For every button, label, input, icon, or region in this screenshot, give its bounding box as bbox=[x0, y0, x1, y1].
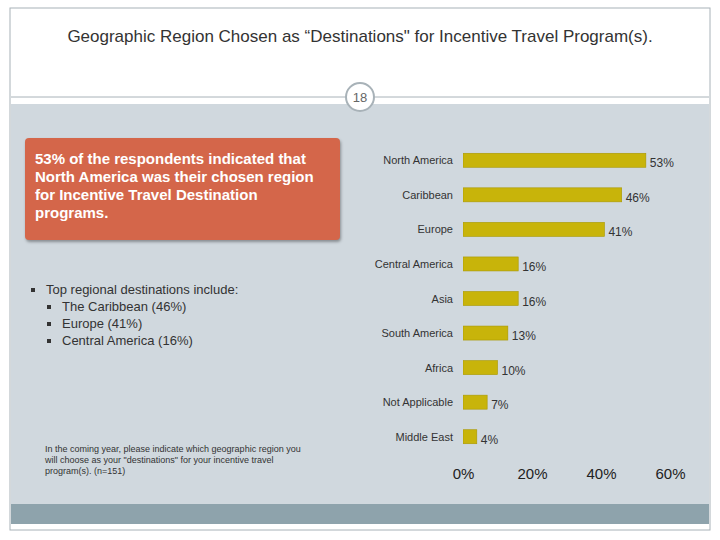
bullet-subitem: The Caribbean (46%) bbox=[62, 299, 338, 316]
bullet-subitem: Central America (16%) bbox=[62, 333, 338, 350]
x-axis-line bbox=[464, 460, 671, 461]
y-tick-label: Asia bbox=[432, 293, 454, 305]
x-tick: 40% bbox=[586, 460, 616, 482]
x-axis: 0% 20% 40% 60% bbox=[453, 460, 686, 482]
bullet-sublist: The Caribbean (46%)Europe (41%)Central A… bbox=[46, 299, 338, 350]
slide-frame bbox=[10, 8, 710, 530]
y-tick: Caribbean bbox=[402, 189, 463, 201]
y-axis-line bbox=[463, 144, 464, 455]
y-tick: Africa bbox=[425, 362, 463, 374]
data-label: 16% bbox=[522, 295, 546, 309]
y-tick-label: Middle East bbox=[396, 431, 453, 443]
data-label: 10% bbox=[502, 364, 526, 378]
y-tick-label: Africa bbox=[425, 362, 454, 374]
page-number: 18 bbox=[353, 90, 367, 105]
x-tick-label: 40% bbox=[586, 465, 616, 482]
page-number-badge bbox=[346, 83, 374, 111]
x-tick: 20% bbox=[517, 460, 547, 482]
y-tick: Europe bbox=[418, 223, 463, 235]
data-label: 13% bbox=[512, 329, 536, 343]
x-tick: 0% bbox=[453, 460, 475, 482]
y-tick: Central America bbox=[375, 258, 463, 270]
y-axis: North America Caribbean Europe Central Amer… bbox=[375, 144, 464, 455]
data-labels: 53% 46% 41% 16% 16% 13% 10% 7% 4% bbox=[481, 156, 674, 446]
bars bbox=[463, 153, 646, 443]
data-label: 46% bbox=[626, 191, 650, 205]
chart: 53% 46% 41% 16% 16% 13% 10% 7% 4% North America Ca… bbox=[0, 0, 720, 540]
y-tick-label: North America bbox=[383, 154, 454, 166]
bullet-list: Top regional destinations include: The Ca… bbox=[28, 282, 338, 350]
y-tick: Not Applicable bbox=[383, 396, 463, 408]
x-tick-label: 20% bbox=[517, 465, 547, 482]
y-tick: North America bbox=[383, 154, 463, 166]
y-tick: South America bbox=[381, 327, 463, 339]
y-tick: Asia bbox=[432, 293, 463, 305]
data-label: 4% bbox=[481, 433, 499, 447]
content-panel bbox=[11, 104, 709, 504]
footer-band bbox=[11, 504, 709, 524]
bar bbox=[463, 361, 498, 375]
footnote: In the coming year, please indicate whic… bbox=[45, 444, 310, 476]
bullet-item: Top regional destinations include: The Ca… bbox=[46, 282, 338, 350]
data-label: 41% bbox=[608, 225, 632, 239]
bar bbox=[463, 188, 622, 202]
bullet-subitem: Europe (41%) bbox=[62, 316, 338, 333]
y-tick-label: Not Applicable bbox=[383, 396, 453, 408]
y-tick-label: Central America bbox=[375, 258, 454, 270]
bar bbox=[463, 222, 604, 236]
callout: 53% of the respondents indicated that No… bbox=[25, 138, 340, 240]
bullet-list-outer: Top regional destinations include: The Ca… bbox=[28, 282, 338, 350]
x-tick: 60% bbox=[655, 460, 685, 482]
bullet-heading: Top regional destinations include: bbox=[46, 282, 238, 297]
bar bbox=[463, 257, 518, 271]
bar bbox=[463, 326, 508, 340]
title: Geographic Region Chosen as “Destination… bbox=[40, 26, 680, 47]
data-label: 53% bbox=[650, 156, 674, 170]
x-tick-label: 60% bbox=[655, 465, 685, 482]
bar bbox=[463, 430, 477, 444]
bar bbox=[463, 395, 487, 409]
bar bbox=[463, 153, 646, 167]
data-label: 16% bbox=[522, 260, 546, 274]
y-tick-label: South America bbox=[381, 327, 453, 339]
y-tick-label: Europe bbox=[418, 223, 453, 235]
y-tick: Middle East bbox=[396, 431, 463, 443]
x-tick-label: 0% bbox=[453, 465, 475, 482]
bar bbox=[463, 292, 518, 306]
data-label: 7% bbox=[491, 398, 509, 412]
y-tick-label: Caribbean bbox=[402, 189, 453, 201]
